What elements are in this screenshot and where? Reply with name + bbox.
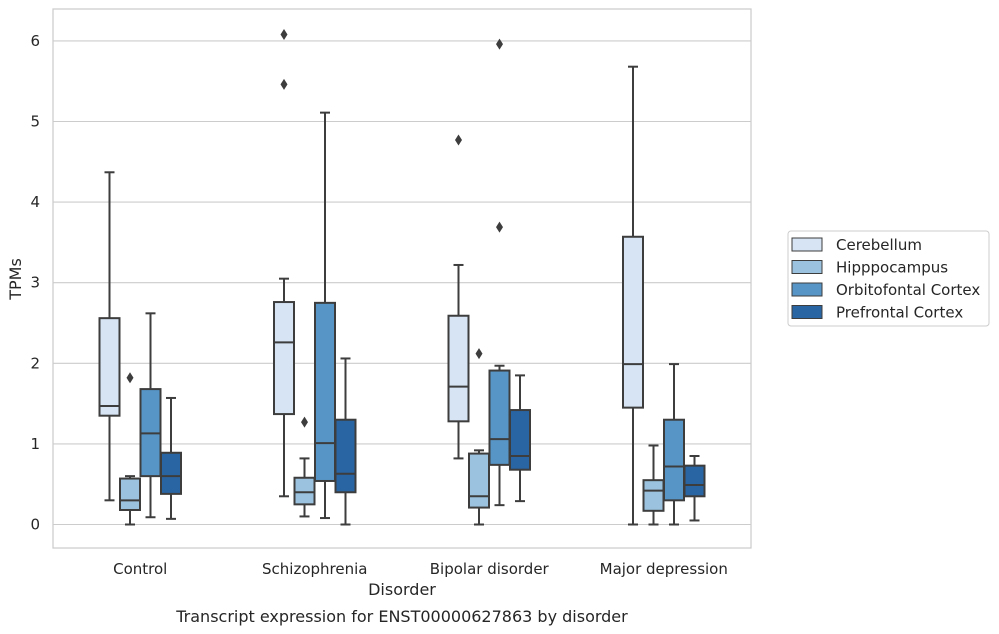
y-axis-title: TPMs [6, 258, 25, 301]
legend-swatch [791, 237, 823, 252]
box-0-2 [447, 134, 470, 460]
y-tick-label: 0 [30, 516, 40, 534]
box-1-1 [293, 416, 316, 518]
box-0-3 [622, 65, 644, 526]
box-body [622, 235, 644, 409]
box-1-3 [642, 444, 665, 526]
box-0-0 [98, 171, 121, 502]
legend-label: Prefrontal Cortex [836, 304, 963, 322]
box-body [293, 476, 316, 506]
plot-area-frame [52, 8, 752, 549]
legend-item: Hipppocampus [791, 259, 948, 277]
box-body [488, 369, 511, 466]
box-2-3 [663, 363, 685, 526]
y-tick-label: 3 [30, 274, 40, 292]
x-tick-label: Schizophrenia [262, 560, 367, 578]
x-tick-label: Major depression [600, 560, 728, 578]
y-tick-label: 6 [30, 32, 40, 50]
x-axis-title: Disorder [368, 580, 436, 599]
box-3-1 [334, 357, 357, 526]
box-body [98, 317, 121, 417]
legend-swatch [791, 305, 823, 319]
legend-label: Cerebellum [836, 236, 922, 254]
box-body [314, 301, 336, 482]
legend-label: Orbitofontal Cortex [836, 281, 980, 299]
y-tick-label: 5 [30, 113, 40, 131]
legend-swatch [791, 260, 823, 274]
box-3-2 [509, 374, 531, 503]
legend-item: Orbitofontal Cortex [791, 281, 980, 299]
legend-swatch [791, 282, 823, 297]
box-body [663, 418, 685, 502]
legend-items: Cerebellum Hipppocampus Orbitofontal Corte… [791, 236, 980, 322]
y-tick-label: 4 [30, 193, 40, 211]
x-axis-ticks: Control Schizophrenia Bipolar disorder Majo… [113, 560, 728, 578]
outlier-point [280, 78, 288, 90]
outlier-point [301, 416, 308, 428]
legend-label: Hipppocampus [836, 259, 948, 277]
box-body [119, 477, 141, 511]
legend-frame [787, 230, 990, 327]
box-body [683, 464, 706, 498]
y-tick-label: 1 [30, 435, 40, 453]
legend-item: Cerebellum [791, 236, 922, 254]
outlier-point [280, 28, 288, 40]
box-body [273, 301, 295, 416]
box-body [447, 314, 470, 423]
outlier-point [496, 38, 503, 50]
box-body [642, 479, 665, 512]
y-tick-label: 2 [30, 354, 40, 372]
box-3-3 [683, 454, 706, 522]
y-axis-ticks: 0 1 2 3 4 5 6 [30, 32, 40, 534]
box-1-2 [468, 348, 490, 526]
outlier-point [126, 372, 134, 384]
box-body [160, 451, 182, 495]
gridlines [53, 40, 751, 526]
outlier-point [496, 221, 503, 233]
box-2-2 [488, 38, 511, 507]
box-body [468, 452, 490, 509]
box-2-1 [314, 111, 336, 520]
box-1-0 [119, 372, 141, 526]
outlier-point [475, 348, 483, 360]
outlier-point [455, 134, 462, 146]
box-2-0 [139, 312, 162, 519]
x-tick-label: Bipolar disorder [430, 560, 550, 578]
legend-item: Prefrontal Cortex [791, 304, 963, 322]
box-body [334, 418, 357, 494]
boxes [98, 28, 706, 526]
box-0-1 [273, 28, 295, 498]
chart-title: Transcript expression for ENST0000062786… [175, 607, 628, 626]
box-body [509, 409, 531, 471]
legend: Cerebellum Hipppocampus Orbitofontal Corte… [787, 230, 990, 327]
box-3-0 [160, 396, 182, 520]
x-tick-label: Control [113, 560, 167, 578]
